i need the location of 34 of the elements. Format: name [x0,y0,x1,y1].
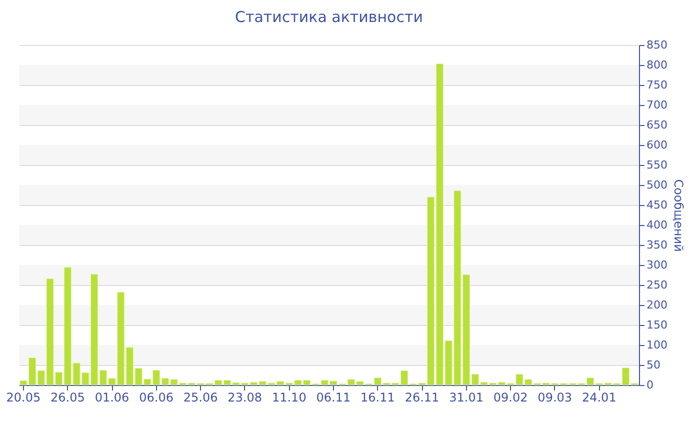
x-tick-label: 06.11 [316,390,351,404]
x-tick-label: 11.10 [272,390,306,404]
x-tick-label: 24.01 [582,390,616,404]
x-tick-label: 26.11 [404,390,440,404]
y-tick-label: 50 [646,358,660,372]
y-tick-label: 750 [646,78,668,92]
x-tick-label: 16.11 [360,390,395,404]
x-tick-label: 06.06 [139,390,174,404]
y-tick-label: 0 [646,378,654,392]
y-axis-title: Сообщений [671,179,686,252]
y-tick-label: 300 [646,258,668,272]
y-tick-label: 600 [646,138,668,152]
y-tick-label: 100 [646,338,668,352]
y-tick-label: 450 [646,198,668,212]
chart-title: Статистика активности [235,8,423,26]
x-tick-label: 09.02 [493,390,528,404]
y-tick-label: 550 [646,158,668,172]
y-tick-label: 200 [646,298,668,312]
x-tick-label: 23.08 [228,390,262,404]
y-tick-label: 150 [646,318,668,332]
x-tick-label: 01.06 [94,390,130,404]
y-tick-label: 650 [646,118,668,132]
y-tick-label: 400 [646,218,668,232]
x-tick-label: 09.03 [538,390,572,404]
x-tick-label: 25.06 [183,390,218,404]
y-tick-label: 800 [646,58,668,72]
y-tick-label: 700 [646,98,668,112]
x-tick-label: 31.01 [449,390,484,404]
y-tick-label: 350 [646,238,668,252]
x-tick-label: 26.05 [50,390,85,404]
y-tick-label: 500 [646,178,668,192]
y-tick-label: 250 [646,278,668,292]
x-tick-label: 20.05 [6,390,41,404]
y-tick-label: 850 [646,38,668,52]
